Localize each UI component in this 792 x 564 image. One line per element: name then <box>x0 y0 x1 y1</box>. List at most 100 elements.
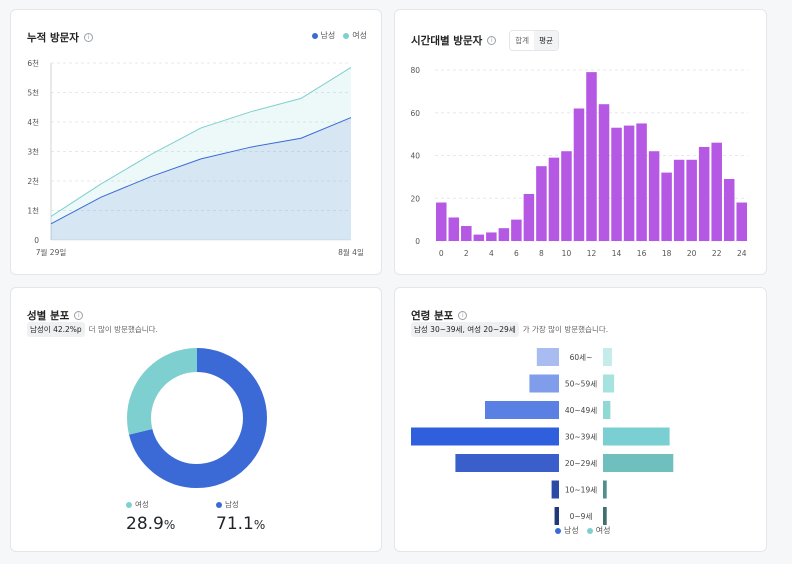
bar-hour-19 <box>673 159 685 241</box>
unit-label: % <box>253 518 266 532</box>
legend-item-female[interactable]: 여성 <box>586 525 610 536</box>
bar-hour-5 <box>498 228 510 241</box>
bar-hour-12 <box>586 72 597 241</box>
male-dot-icon <box>216 501 222 508</box>
legend-item-male[interactable]: 남성 <box>311 30 336 41</box>
male-bar <box>529 374 559 393</box>
female-slice <box>127 348 267 488</box>
toggle-sum-button[interactable]: 합계 <box>515 36 530 45</box>
series-line <box>50 66 352 217</box>
y-tick-label: 5천 <box>27 88 39 98</box>
bar-hour-4 <box>486 232 497 241</box>
gender-distribution-card: 성별 분포 i 남성이 42.2%p 더 많이 방문했습니다. 여성 28.9%… <box>10 287 382 552</box>
legend-item-female[interactable]: 여성 <box>343 30 367 41</box>
bar-hour-11 <box>573 108 585 241</box>
info-icon[interactable]: i <box>458 311 468 320</box>
age-population-chart: 60세~ 50~59세 40~49세 30~39세 20~29세 10~19세 0~9세 <box>411 348 674 525</box>
bar-hour-18 <box>661 172 672 241</box>
hourly-title: 시간대별 방문자 <box>411 35 483 47</box>
age-summary: 남성 30~39세, 여성 20~29세 가 가장 많이 방문했습니다. <box>411 322 608 337</box>
x-tick-label: 0 <box>439 249 444 258</box>
age-group-label: 20~29세 <box>565 459 597 468</box>
x-tick-label: 22 <box>712 249 722 258</box>
bar-hour-2 <box>461 226 472 241</box>
toggle-avg-button[interactable]: 평균 <box>534 31 558 50</box>
y-tick-label: 0 <box>415 237 420 246</box>
legend-dot-icon <box>311 32 318 39</box>
x-tick-label: 7월 29일 <box>36 247 67 257</box>
y-tick-label: 20 <box>410 194 420 203</box>
cumulative-title: 누적 방문자 <box>27 32 79 44</box>
hourly-title-row: 시간대별 방문자 i 합계 평균 <box>411 30 559 51</box>
cumulative-visitors-card: 누적 방문자 i 남성 여성 0 1천 2천 3천 4천 5천 6천 7월 29일 8월 4일 <box>10 9 382 275</box>
male-area <box>51 117 351 240</box>
female-stat: 여성 28.9% <box>126 499 175 534</box>
gender-summary: 남성이 42.2%p 더 많이 방문했습니다. <box>27 322 158 337</box>
bar-hour-0 <box>436 202 447 241</box>
y-tick-label: 2천 <box>27 176 39 186</box>
bar-hour-15 <box>623 125 635 241</box>
female-value: 28.9 <box>126 514 164 534</box>
bar-hour-24 <box>736 202 747 241</box>
male-stat: 남성 71.1% <box>216 499 265 534</box>
male-bar <box>554 507 559 525</box>
x-tick-label: 12 <box>587 249 597 258</box>
legend-label: 남성 <box>564 526 579 535</box>
female-dot-icon <box>126 501 132 508</box>
age-distribution-card: 연령 분포 i 남성 30~39세, 여성 20~29세 가 가장 많이 방문했… <box>394 287 767 552</box>
cumulative-title-row: 누적 방문자 i <box>27 30 93 45</box>
hourly-visitors-card: 시간대별 방문자 i 합계 평균 0 20 40 60 80 0 2 4 6 8 10 12 14 16 1… <box>394 9 767 275</box>
gender-summary-highlight: 남성이 42.2%p <box>27 322 85 337</box>
male-bar <box>536 348 559 366</box>
legend-dot-icon <box>555 527 561 534</box>
age-summary-text: 가 가장 많이 방문했습니다. <box>522 325 609 334</box>
gender-donut-chart <box>127 348 267 488</box>
bar-hour-13 <box>598 104 610 241</box>
bar-hour-10 <box>561 151 572 241</box>
x-tick-label: 10 <box>562 249 572 258</box>
gender-summary-text: 더 많이 방문했습니다. <box>88 325 158 334</box>
sum-avg-toggle: 합계 평균 <box>509 30 559 51</box>
age-title-row: 연령 분포 i <box>411 308 468 323</box>
bar-hour-7 <box>523 193 535 241</box>
x-tick-label: 14 <box>612 249 622 258</box>
male-value: 71.1 <box>216 514 254 534</box>
bar-hour-6 <box>511 219 522 241</box>
bar-hour-8 <box>536 166 547 241</box>
female-area <box>51 67 351 240</box>
age-title: 연령 분포 <box>411 310 454 322</box>
female-bar <box>603 401 611 419</box>
info-icon[interactable]: i <box>83 33 93 42</box>
cumulative-legend: 남성 여성 <box>311 30 367 41</box>
x-tick-label: 20 <box>687 249 697 258</box>
x-tick-label: 2 <box>464 249 469 258</box>
bar-hour-23 <box>723 179 735 241</box>
bar-hour-17 <box>648 151 660 241</box>
male-bar <box>455 454 559 472</box>
info-icon[interactable]: i <box>74 311 84 320</box>
bar-hour-1 <box>448 217 460 241</box>
legend-dot-icon <box>586 527 593 534</box>
age-group-label: 60세~ <box>570 353 593 362</box>
y-tick-label: 6천 <box>27 58 39 68</box>
female-bar <box>603 507 607 525</box>
info-icon[interactable]: i <box>487 36 497 45</box>
y-tick-label: 1천 <box>27 206 39 216</box>
x-tick-label: 6 <box>514 249 519 258</box>
female-label: 여성 <box>135 500 149 509</box>
female-bar <box>603 374 615 393</box>
x-tick-label: 16 <box>637 249 647 258</box>
male-label: 남성 <box>225 500 239 509</box>
bar-hour-20 <box>686 159 697 241</box>
y-tick-label: 40 <box>410 152 420 161</box>
unit-label: % <box>163 518 176 532</box>
legend-label: 남성 <box>320 31 336 40</box>
female-bar <box>603 454 674 472</box>
age-group-label: 50~59세 <box>565 380 597 389</box>
y-tick-label: 60 <box>410 109 420 118</box>
male-bar <box>411 427 559 446</box>
age-summary-highlight: 남성 30~39세, 여성 20~29세 <box>411 322 519 337</box>
legend-dot-icon <box>343 32 350 39</box>
legend-item-male[interactable]: 남성 <box>555 525 579 536</box>
